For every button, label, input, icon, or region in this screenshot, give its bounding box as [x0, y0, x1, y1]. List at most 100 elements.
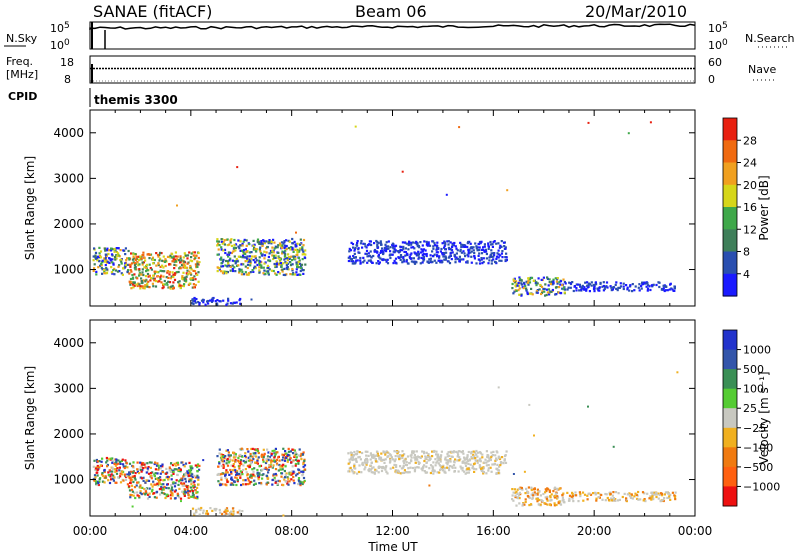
data-cell — [289, 248, 292, 251]
x-tick-label: 08:00 — [274, 524, 309, 538]
data-cell — [291, 269, 294, 272]
data-cell — [163, 283, 166, 286]
data-cell — [519, 486, 522, 489]
data-cell — [672, 289, 675, 292]
data-cell — [483, 461, 486, 464]
data-cell — [185, 266, 189, 269]
data-cell — [262, 460, 265, 463]
data-cell — [220, 265, 223, 268]
data-cell — [355, 453, 359, 456]
data-cell — [135, 283, 138, 286]
data-cell — [132, 494, 135, 497]
data-cell — [119, 481, 123, 484]
data-cell — [403, 250, 406, 253]
data-cell — [115, 458, 118, 461]
data-cell — [273, 478, 277, 481]
data-cell — [544, 294, 547, 297]
data-cell — [252, 270, 255, 273]
data-cell — [153, 475, 156, 478]
data-cell — [470, 261, 473, 264]
data-cell — [167, 487, 170, 490]
data-cell — [360, 471, 363, 474]
data-cell — [422, 450, 426, 453]
noise-tick-right-top: 105 — [708, 21, 728, 35]
data-cell — [383, 249, 386, 252]
data-cell — [159, 265, 162, 268]
nsky-trace — [89, 23, 696, 30]
data-cell — [479, 460, 482, 463]
data-cell — [174, 272, 177, 275]
data-cell — [395, 464, 398, 467]
data-cell — [571, 497, 574, 500]
data-cell — [531, 496, 534, 499]
data-cell — [353, 256, 356, 259]
data-cell — [150, 471, 153, 475]
data-cell — [193, 270, 197, 273]
data-cell — [482, 470, 485, 474]
data-cell — [280, 263, 283, 266]
data-cell — [629, 496, 633, 499]
data-cell — [257, 476, 261, 479]
data-cell — [379, 240, 382, 243]
data-cell — [218, 461, 221, 464]
data-cell — [415, 252, 418, 255]
data-cell — [282, 456, 285, 459]
data-cell — [180, 284, 183, 287]
colorbar-tick-label: −25 — [743, 422, 766, 435]
data-cell — [495, 457, 498, 460]
data-cell — [202, 298, 205, 301]
data-cell — [587, 283, 590, 286]
data-cell — [229, 454, 232, 457]
data-cell — [631, 497, 634, 500]
data-cell — [440, 247, 443, 251]
data-cell — [189, 470, 192, 473]
data-cell — [187, 486, 190, 489]
data-cell — [101, 474, 105, 478]
data-cell — [611, 288, 614, 291]
data-cell — [172, 259, 175, 262]
data-cell — [115, 472, 119, 475]
data-cell — [111, 272, 114, 275]
data-cell — [281, 244, 284, 247]
data-cell — [291, 470, 294, 473]
colorbar-tick-label: −1000 — [743, 480, 780, 493]
colorbar-step — [723, 427, 737, 448]
data-cell — [552, 278, 555, 281]
data-cell — [420, 455, 423, 458]
data-cell — [292, 272, 295, 275]
colorbar-tick-label: 500 — [743, 363, 764, 376]
data-cell — [227, 297, 230, 300]
data-cell — [556, 277, 559, 280]
data-cell — [234, 270, 237, 273]
data-cell — [527, 277, 530, 280]
data-cell — [108, 249, 111, 252]
data-cell — [586, 281, 589, 284]
data-cell — [289, 472, 292, 475]
data-cell — [303, 256, 306, 259]
data-cell — [156, 472, 159, 475]
data-cell — [267, 242, 270, 245]
data-cell — [190, 481, 193, 484]
data-cell — [661, 494, 664, 497]
data-cell — [151, 485, 154, 488]
data-cell — [451, 245, 454, 248]
data-cell — [271, 449, 274, 453]
data-cell — [113, 267, 116, 270]
data-cell — [176, 461, 179, 464]
data-cell — [463, 456, 466, 459]
data-cell — [156, 482, 159, 485]
data-cell — [414, 458, 417, 461]
data-cell — [138, 268, 141, 271]
data-cell — [353, 262, 356, 265]
data-cell — [555, 293, 558, 296]
data-cell — [114, 255, 117, 259]
data-cell — [613, 499, 616, 502]
data-cell — [195, 511, 198, 514]
data-cell — [238, 271, 241, 274]
data-cell — [179, 261, 182, 264]
data-cell — [637, 286, 640, 289]
data-cell — [172, 255, 176, 258]
data-cell — [125, 259, 128, 262]
data-cell — [460, 251, 463, 254]
data-cell — [103, 470, 106, 474]
